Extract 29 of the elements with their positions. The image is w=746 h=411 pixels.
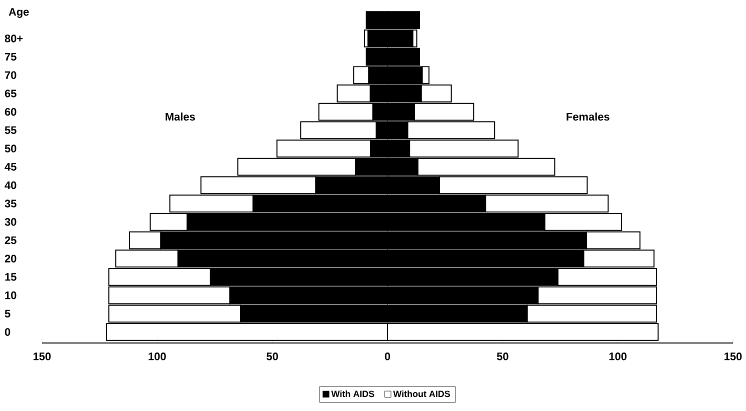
y-tick-label: 15 [5, 273, 16, 281]
y-axis-title: Age [8, 8, 29, 18]
y-tick-label: 80+ [4, 34, 23, 42]
x-tick-label: 100 [148, 352, 166, 360]
y-tick-label: 20 [4, 254, 16, 262]
y-tick-label: 0 [4, 328, 10, 336]
y-tick-label: 30 [4, 218, 16, 226]
y-tick-label: 25 [4, 236, 16, 244]
x-tick-label: 100 [609, 352, 627, 360]
x-tick-label: 150 [34, 352, 51, 360]
annotation: Females [566, 112, 610, 121]
y-tick-label: 55 [4, 126, 16, 134]
y-tick-label: 60 [4, 108, 16, 116]
y-tick-label: 65 [4, 90, 16, 98]
x-tick-label: 50 [496, 352, 508, 360]
annotation: Males [166, 112, 195, 121]
y-tick-label: 10 [5, 291, 16, 300]
y-tick-label: 50 [4, 144, 16, 152]
y-tick-label: 5 [4, 310, 10, 318]
y-tick-label: 75 [4, 52, 16, 61]
x-tick-label: 50 [266, 352, 278, 360]
y-tick-label: 35 [4, 200, 16, 208]
x-tick-label: 0 [384, 352, 390, 360]
legend-label: Without AIDS [393, 390, 450, 398]
y-tick-label: 40 [4, 181, 16, 190]
y-tick-label: 70 [4, 71, 16, 80]
legend-label: With AIDS [331, 390, 374, 398]
x-tick-label: 150 [724, 352, 742, 360]
y-tick-label: 45 [4, 163, 16, 171]
